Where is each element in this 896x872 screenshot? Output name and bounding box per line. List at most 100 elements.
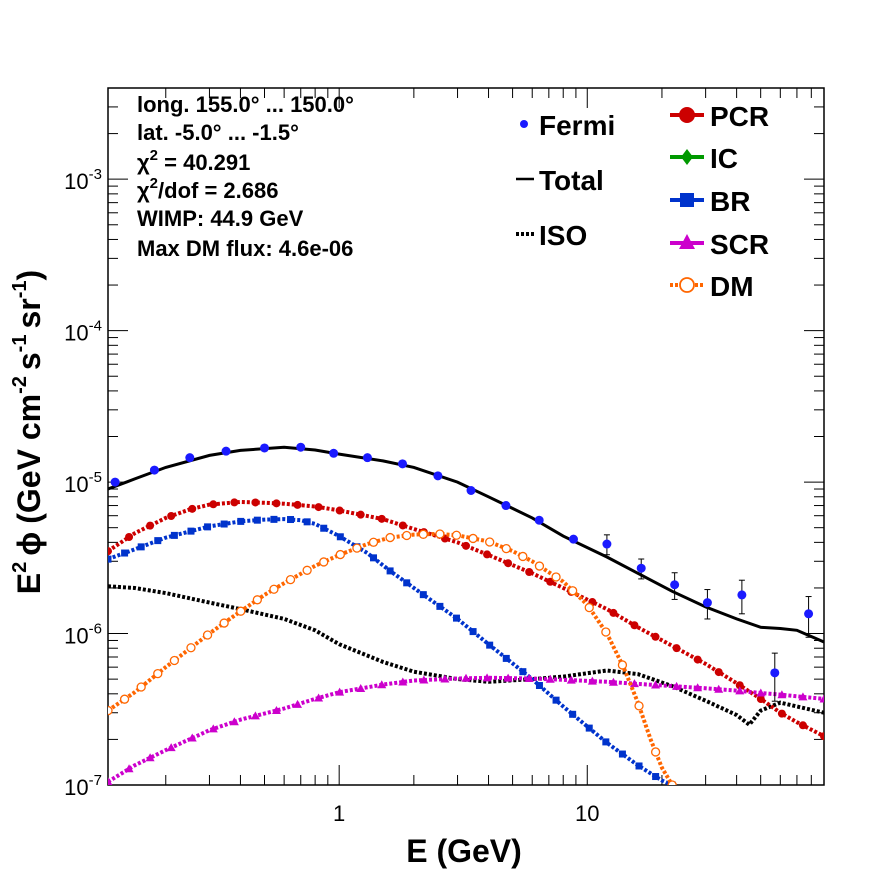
series-scr-marker [377, 680, 387, 689]
legend-scr-marker [679, 234, 695, 249]
series-br-marker [187, 527, 195, 535]
fermi-point [185, 453, 195, 463]
series-dm-marker [153, 668, 163, 679]
series-scr-marker [819, 694, 824, 703]
fermi-point [702, 598, 712, 608]
fermi-point [296, 442, 306, 452]
y-tick-label: 10-6 [64, 621, 102, 649]
series-iso-line [108, 584, 824, 728]
series-br-marker [270, 515, 278, 523]
series-dm-marker [435, 529, 445, 539]
series-dm-marker [186, 643, 196, 653]
series-pcr-marker [125, 533, 134, 542]
series-pcr-marker [230, 498, 239, 507]
legend-pcr-marker [679, 107, 695, 123]
series-dm-marker [108, 705, 113, 716]
fermi-point [329, 448, 339, 458]
series-pcr-marker [293, 500, 302, 509]
series-br-marker [635, 762, 643, 770]
series-pcr-marker [630, 621, 639, 630]
fermi-point [466, 486, 476, 496]
series-dm-marker [119, 694, 130, 704]
fermi-point [501, 501, 511, 511]
series-dm-marker [136, 682, 146, 692]
series-br-marker [154, 537, 162, 545]
series-pcr-marker [335, 506, 344, 515]
series-layer [108, 445, 824, 785]
y-tick-label: 10-3 [64, 166, 102, 194]
series-pcr-marker [209, 500, 218, 509]
series-dm-marker [551, 572, 561, 582]
series-dm-marker [285, 574, 296, 585]
series-dm-marker [385, 532, 395, 543]
series-pcr-marker [272, 499, 281, 508]
series-scr-marker [187, 733, 197, 742]
series-dm-marker [667, 780, 677, 785]
fermi-point [433, 471, 443, 481]
series-scr-marker [777, 690, 787, 699]
series-br-marker [419, 591, 427, 599]
series-scr-marker [756, 688, 766, 697]
y-tick-label: 10-4 [64, 318, 102, 346]
series-dm-marker [468, 533, 478, 544]
series-br-marker [370, 554, 378, 562]
series-scr-marker [440, 674, 450, 683]
series-scr-marker [208, 724, 218, 733]
series-scr-marker [566, 675, 576, 684]
series-br-marker [121, 549, 129, 557]
series-br-marker [486, 641, 494, 649]
fermi-point [221, 446, 231, 456]
series-scr-marker [356, 683, 366, 692]
series-pcr-marker [462, 541, 470, 550]
legend-ic-marker [681, 149, 693, 165]
series-scr-marker [545, 674, 555, 683]
series-scr-marker [398, 677, 408, 686]
fermi-point [398, 459, 408, 469]
series-br-marker [403, 579, 411, 587]
series-br-marker [436, 602, 444, 610]
series-dm-marker [451, 530, 462, 540]
fermi-points-layer [110, 442, 814, 702]
series-scr-marker [503, 673, 513, 682]
series-scr-marker [461, 673, 471, 682]
series-scr-marker [229, 717, 239, 726]
y-tick-label: 10-7 [64, 772, 102, 800]
series-pcr-marker [651, 632, 660, 641]
fermi-point [568, 534, 578, 544]
fermi-point [737, 590, 747, 600]
series-dm-marker [518, 551, 528, 562]
fermi-point [534, 515, 544, 525]
series-dm-marker [650, 747, 661, 757]
series-dm-marker [634, 701, 644, 711]
series-dm-marker [219, 618, 229, 628]
series-br-marker [320, 524, 328, 532]
series-dm-marker [617, 660, 628, 670]
series-dm-marker [418, 529, 428, 539]
series-pcr-marker [504, 559, 513, 568]
x-tick-label: 10 [575, 801, 599, 826]
series-dm-marker [319, 557, 329, 567]
axis-ticks [108, 87, 825, 786]
series-br-marker [569, 710, 577, 718]
series-pcr-marker [356, 510, 365, 519]
series-pcr-marker [714, 668, 723, 677]
legend-iso-label: ISO [539, 220, 587, 251]
series-br-marker [204, 523, 212, 531]
series-scr-marker [524, 673, 534, 682]
series-scr-marker [651, 680, 661, 689]
series-dm-marker [534, 561, 545, 571]
series-dm-marker [252, 595, 263, 605]
fermi-point [259, 443, 269, 453]
series-scr-marker [419, 675, 429, 684]
fermi-point [770, 668, 780, 678]
info-max-dm-flux: Max DM flux: 4.6e-06 [137, 236, 353, 261]
series-pcr-marker [546, 577, 555, 586]
legend-br-label: BR [710, 186, 750, 217]
series-scr-marker [798, 692, 808, 701]
fermi-point [636, 563, 646, 573]
fermi-point [362, 453, 372, 463]
series-pcr-marker [314, 503, 323, 512]
series-scr-marker [672, 681, 682, 690]
series-scr-marker [108, 777, 113, 785]
